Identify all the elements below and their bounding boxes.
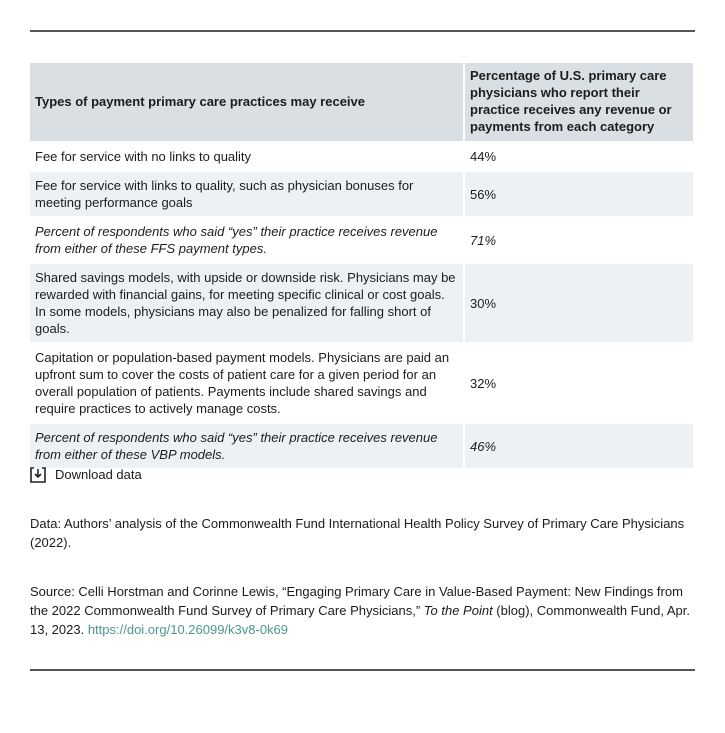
header-row: Types of payment primary care practices … [30, 63, 693, 143]
cell: Fee for service with links to quality, s… [30, 171, 465, 218]
row: Percent of respondents who said “yes” th… [30, 423, 693, 470]
download-label[interactable]: Download data [55, 467, 142, 482]
row: Percent of respondents who said “yes” th… [30, 217, 693, 264]
cell: 56% [464, 171, 693, 218]
data-table: Types of payment primary care practices … [30, 63, 693, 470]
source: Source: Celli Horstman and Corinne Lewis… [30, 582, 690, 639]
cell: 46% [464, 423, 693, 470]
row: Fee for service with no links to quality… [30, 142, 693, 172]
cell: Shared savings models, with upside or do… [30, 263, 465, 344]
row: Shared savings models, with upside or do… [30, 263, 693, 344]
cell: Percent of respondents who said “yes” th… [30, 423, 465, 470]
download-icon [30, 466, 46, 483]
row: Capitation or population-based payment m… [30, 343, 693, 424]
top-rule [30, 30, 695, 32]
source-text: (blog), Commonwealth Fund, Apr. 13, 2023… [30, 603, 690, 637]
source-text: Source: Celli Horstman and Corinne Lewis… [30, 584, 683, 618]
source-link[interactable]: https://doi.org/10.26099/k3v8-0k69 [87, 622, 289, 637]
data-note: Data: Authors’ analysis of the Commonwea… [30, 516, 685, 550]
cell: 30% [464, 263, 693, 344]
cell: 32% [464, 343, 693, 424]
cell: Fee for service with no links to quality [30, 142, 465, 172]
cell: Capitation or population-based payment m… [30, 343, 465, 424]
download-button[interactable]: Download data [30, 465, 690, 484]
cell: Percent of respondents who said “yes” th… [30, 217, 465, 264]
source-italic: To the Point [423, 603, 493, 618]
header-cell: Types of payment primary care practices … [30, 63, 465, 143]
header-cell: Percentage of U.S. primary care physicia… [464, 63, 693, 143]
bottom-rule [30, 669, 695, 671]
cell: 71% [464, 217, 693, 264]
cell: 44% [464, 142, 693, 172]
row: Fee for service with links to quality, s… [30, 171, 693, 218]
